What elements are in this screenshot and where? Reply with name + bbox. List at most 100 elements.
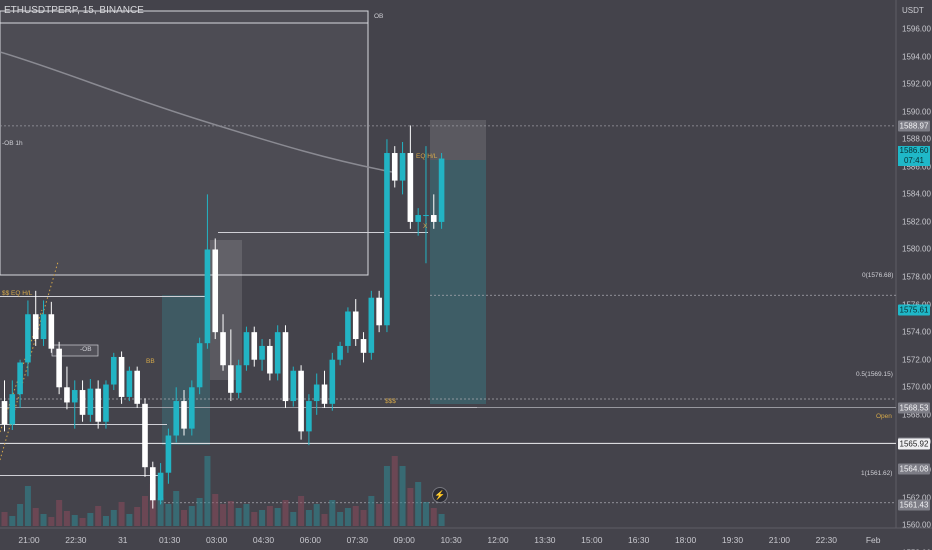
volume-bar bbox=[196, 498, 203, 526]
volume-bar bbox=[344, 508, 351, 526]
time-tick: 19:30 bbox=[721, 535, 744, 545]
volume-bar bbox=[126, 514, 133, 526]
volume-bar bbox=[220, 504, 227, 526]
volume-bar bbox=[71, 515, 78, 526]
ob-top-label: OB bbox=[374, 13, 384, 20]
price-tick: 1596.00 bbox=[902, 24, 931, 34]
time-tick: 31 bbox=[118, 535, 128, 545]
price-tick: 1572.00 bbox=[902, 355, 931, 365]
candle bbox=[25, 314, 31, 363]
candle bbox=[313, 384, 320, 402]
time-tick: 15:00 bbox=[581, 535, 603, 545]
lightning-icon[interactable]: ⚡ bbox=[432, 487, 448, 503]
volume-bar bbox=[212, 494, 219, 526]
volume-bar bbox=[87, 513, 94, 526]
candle bbox=[64, 387, 70, 403]
volume-bar bbox=[110, 510, 117, 526]
time-tick: 04:30 bbox=[252, 535, 275, 545]
time-tick: 22:30 bbox=[815, 535, 837, 545]
candle bbox=[360, 339, 367, 353]
price-level-label: 1565.92 bbox=[898, 438, 930, 449]
candle bbox=[352, 311, 359, 340]
volume-bar bbox=[415, 482, 422, 526]
candle bbox=[337, 345, 343, 360]
time-tick: 13:30 bbox=[534, 535, 556, 545]
volume-bar bbox=[1, 512, 8, 526]
open-label: Open bbox=[876, 413, 892, 420]
volume-bar bbox=[407, 488, 414, 526]
candle bbox=[391, 153, 398, 181]
volume-bar bbox=[235, 508, 242, 526]
volume-bar bbox=[430, 508, 437, 526]
time-tick: 09:00 bbox=[393, 535, 415, 545]
target-zone bbox=[430, 120, 486, 160]
volume-bar bbox=[422, 502, 429, 526]
candle bbox=[415, 215, 421, 222]
candle bbox=[71, 390, 78, 403]
candle bbox=[110, 356, 117, 385]
candle bbox=[1, 401, 8, 425]
candle bbox=[196, 343, 203, 388]
candle bbox=[220, 332, 226, 366]
time-tick: 22:30 bbox=[65, 535, 87, 545]
price-axis-unit[interactable]: USDT bbox=[902, 6, 924, 15]
volume-bar bbox=[313, 504, 320, 526]
ob-1h-label: -OB 1h bbox=[2, 140, 23, 147]
candle bbox=[87, 388, 94, 415]
time-tick: 12:00 bbox=[487, 535, 509, 545]
candle bbox=[165, 435, 172, 473]
volume-bar bbox=[376, 504, 383, 526]
volume-bar bbox=[266, 506, 273, 526]
candle bbox=[423, 215, 429, 217]
low-level-line bbox=[0, 424, 167, 425]
fib-05-label: 0.5(1569.15) bbox=[856, 371, 893, 378]
candle bbox=[282, 332, 289, 402]
price-tick: 1562.00 bbox=[902, 493, 931, 503]
candle bbox=[430, 215, 437, 222]
time-tick: 10:30 bbox=[440, 535, 462, 545]
candle bbox=[9, 394, 16, 425]
volume-bar bbox=[40, 514, 47, 526]
volume-bar bbox=[383, 466, 390, 526]
price-tick: 1574.00 bbox=[902, 327, 931, 337]
candle bbox=[228, 365, 234, 393]
eq-hl-left-label: $$ EQ H/L bbox=[2, 290, 33, 297]
price-tick: 1586.00 bbox=[902, 162, 931, 172]
volume-bar bbox=[48, 517, 55, 526]
volume-bar bbox=[298, 496, 305, 526]
sss-label: $$$ bbox=[385, 398, 396, 405]
time-tick: 03:00 bbox=[205, 535, 228, 545]
x-mark-label: X bbox=[423, 223, 428, 230]
volume-bar bbox=[79, 518, 86, 526]
volume-bar bbox=[134, 507, 141, 526]
price-level-label: 1588.97 bbox=[898, 120, 930, 132]
volume-bar bbox=[391, 456, 398, 526]
price-tick: 1590.00 bbox=[902, 107, 931, 117]
candle bbox=[243, 332, 250, 366]
symbol-title[interactable]: ETHUSDTPERP, 15, BINANCE bbox=[4, 5, 144, 16]
time-tick: 21:00 bbox=[768, 535, 791, 545]
price-tick: 1588.00 bbox=[902, 134, 931, 144]
fib-1-short-line bbox=[0, 475, 160, 476]
time-tick: 16:30 bbox=[628, 535, 650, 545]
volume-bar bbox=[251, 512, 258, 526]
candle bbox=[173, 401, 180, 436]
volume-bar bbox=[56, 500, 63, 526]
candle bbox=[32, 314, 39, 340]
volume-bar bbox=[9, 516, 16, 526]
price-tick: 1570.00 bbox=[902, 382, 931, 392]
candle bbox=[259, 345, 265, 360]
price-level-label: 1575.61 bbox=[898, 304, 930, 316]
candle bbox=[329, 359, 336, 404]
volume-bar bbox=[352, 506, 359, 526]
ob-1h-zone bbox=[0, 10, 369, 276]
candle bbox=[48, 314, 55, 349]
time-tick: 07:30 bbox=[346, 535, 368, 545]
time-tick: 18:00 bbox=[674, 535, 697, 545]
price-tick: 1594.00 bbox=[902, 52, 931, 62]
candle bbox=[189, 387, 195, 429]
candle bbox=[321, 384, 328, 404]
time-tick: Feb bbox=[865, 535, 881, 545]
